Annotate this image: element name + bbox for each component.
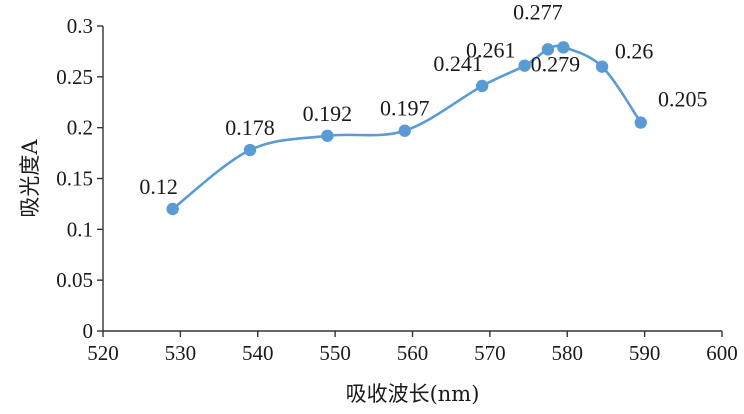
y-tick-label: 0.05 — [56, 268, 93, 292]
axes — [102, 26, 722, 332]
data-label: 0.12 — [139, 174, 178, 199]
data-point — [398, 124, 411, 137]
data-label: 0.178 — [225, 115, 275, 140]
data-point — [518, 59, 531, 72]
x-axis-title: 吸收波长(nm) — [346, 382, 480, 406]
data-label: 0.192 — [303, 101, 353, 126]
series-line — [171, 44, 642, 211]
y-tick-label: 0.1 — [67, 217, 93, 241]
data-label: 0.261 — [466, 38, 516, 63]
y-tick-label: 0.25 — [56, 65, 93, 89]
x-tick-label: 560 — [397, 341, 429, 365]
data-label: 0.279 — [531, 51, 581, 76]
data-point — [595, 60, 609, 73]
x-tick-label: 540 — [242, 341, 274, 365]
data-label: 0.205 — [658, 87, 708, 112]
data-point — [243, 143, 257, 157]
x-tick-label: 520 — [87, 341, 119, 365]
x-tick-label: 530 — [165, 341, 197, 365]
x-tick-label: 600 — [706, 341, 738, 365]
x-tick-label: 570 — [474, 341, 506, 365]
x-ticks: 520 530 540 550 560 570 580 590 600 — [87, 331, 738, 365]
y-tick-label: 0 — [83, 319, 94, 343]
data-points — [166, 41, 647, 216]
data-label: 0.197 — [380, 96, 430, 121]
data-point — [321, 129, 334, 142]
data-point — [541, 43, 555, 56]
y-ticks: 0 0.05 0.1 0.15 0.2 0.25 0.3 — [56, 14, 103, 343]
data-point — [557, 41, 570, 54]
data-point — [166, 202, 179, 216]
y-tick-label: 0.2 — [67, 116, 93, 140]
y-tick-label: 0.3 — [67, 14, 93, 38]
x-tick-label: 550 — [319, 341, 351, 365]
data-label: 0.241 — [433, 51, 483, 76]
y-axis-title: 吸光度A — [18, 139, 42, 218]
x-tick-label: 580 — [552, 341, 584, 365]
data-point — [634, 116, 647, 129]
data-label: 0.26 — [615, 39, 654, 64]
x-tick-label: 590 — [629, 341, 661, 365]
data-point — [475, 79, 489, 93]
y-tick-label: 0.15 — [56, 167, 93, 191]
data-label: 0.277 — [513, 0, 563, 24]
